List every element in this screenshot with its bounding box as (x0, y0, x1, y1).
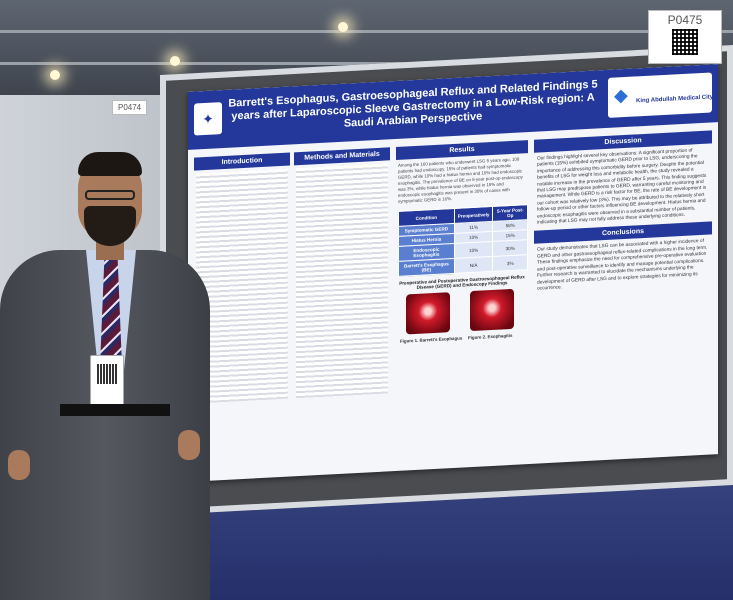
discussion-text: Our findings highlight several key obser… (537, 148, 707, 226)
table-cell: N/A (454, 256, 493, 274)
methods-body (294, 160, 390, 401)
board-number: P0475 (667, 13, 703, 27)
left-board-number-tag: P0474 (112, 100, 148, 115)
figure1-caption: Figure 1. Barrett's Esophagus (400, 335, 463, 344)
right-hand (178, 430, 200, 460)
left-hand (8, 450, 30, 480)
qr-code-icon (672, 29, 698, 55)
table-cell: Barrett's Esophagus (BE) (398, 258, 455, 277)
glasses-icon (85, 190, 135, 200)
belt (60, 404, 170, 416)
conclusions-text: Our study demonstrates that LSG can be a… (537, 239, 708, 292)
results-text: Among the 160 patients who underwent LSG… (398, 156, 523, 204)
ceiling-light (50, 70, 60, 80)
board-number-tag: P0475 (648, 10, 722, 64)
hair (78, 152, 142, 176)
endoscopy-image-esophagitis (470, 288, 514, 332)
ceiling-truss (0, 30, 733, 33)
star-logo-icon: ✦ (194, 102, 222, 136)
institution-emblem-icon: ◆ (614, 84, 628, 106)
discussion-column: Discussion Our findings highlight severa… (534, 130, 712, 297)
presenter (0, 150, 230, 600)
institution-name: King Abdullah Medical City (636, 94, 714, 105)
poster-title: Barrett's Esophagus, Gastroesophageal Re… (228, 78, 598, 130)
results-table: Condition Preoperatively 5-Year Post-Op … (398, 204, 528, 277)
figure2-caption: Figure 2. Esophagitis (468, 332, 513, 341)
results-column: Results Among the 160 patients who under… (396, 140, 528, 351)
institution-logo: ◆ King Abdullah Medical City (608, 72, 714, 118)
table-cell: 3% (492, 254, 528, 272)
endoscopy-image-barretts (406, 292, 450, 335)
ceiling-light (170, 56, 180, 66)
methods-column: Methods and Materials (294, 147, 390, 401)
beard (84, 206, 136, 246)
badge-qr-icon (97, 364, 117, 384)
striped-tie (100, 258, 122, 378)
research-poster: ✦ Barrett's Esophagus, Gastroesophageal … (188, 64, 718, 482)
ceiling-light (338, 22, 348, 32)
